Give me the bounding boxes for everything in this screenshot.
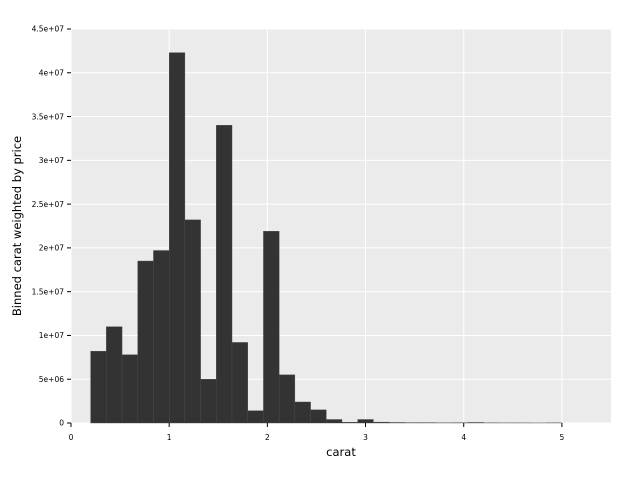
histogram-bar xyxy=(389,422,405,423)
x-tick-label: 4 xyxy=(461,433,466,442)
y-tick-label: 4.5e+07 xyxy=(32,25,65,34)
x-axis: 0 1 2 3 4 5 xyxy=(69,423,565,442)
y-tick-label: 2.5e+07 xyxy=(32,200,65,209)
y-tick-label: 1e+07 xyxy=(39,331,64,340)
x-tick-label: 3 xyxy=(363,433,368,442)
histogram-bar xyxy=(295,402,311,423)
y-tick-label: 0 xyxy=(59,419,64,428)
x-axis-title: carat xyxy=(326,445,356,459)
histogram-bar xyxy=(326,419,342,423)
histogram-bar xyxy=(263,231,279,423)
y-tick-label: 4e+07 xyxy=(39,68,64,77)
histogram-bar xyxy=(153,251,169,423)
histogram-bar xyxy=(138,261,154,423)
histogram-bar xyxy=(232,342,248,423)
histogram-bar xyxy=(279,375,295,423)
x-tick-label: 1 xyxy=(167,433,172,442)
histogram-bar xyxy=(106,327,122,423)
x-tick-label: 2 xyxy=(265,433,270,442)
x-tick-label: 0 xyxy=(69,433,74,442)
y-tick-label: 3.5e+07 xyxy=(32,112,65,121)
x-tick-label: 5 xyxy=(560,433,565,442)
histogram-bar xyxy=(201,379,217,423)
y-tick-label: 1.5e+07 xyxy=(32,287,65,296)
histogram-bar xyxy=(311,410,327,423)
y-axis: 0 5e+06 1e+07 1.5e+07 2e+07 2.5e+07 3e+07 3.5e+… xyxy=(32,25,71,428)
histogram-bar xyxy=(358,419,374,423)
y-tick-label: 5e+06 xyxy=(39,375,64,384)
histogram-bar xyxy=(91,351,107,423)
histogram-bar xyxy=(185,220,201,423)
histogram-bar xyxy=(169,53,185,423)
histogram-bar xyxy=(468,422,484,423)
histogram-bar xyxy=(248,411,264,423)
histogram-bar xyxy=(216,125,232,423)
histogram-bar xyxy=(373,422,389,423)
y-tick-label: 3e+07 xyxy=(39,156,64,165)
y-tick-label: 2e+07 xyxy=(39,244,64,253)
histogram-bar xyxy=(342,422,358,423)
histogram-bar xyxy=(122,355,138,423)
y-axis-title: Binned carat weighted by price xyxy=(10,136,24,316)
